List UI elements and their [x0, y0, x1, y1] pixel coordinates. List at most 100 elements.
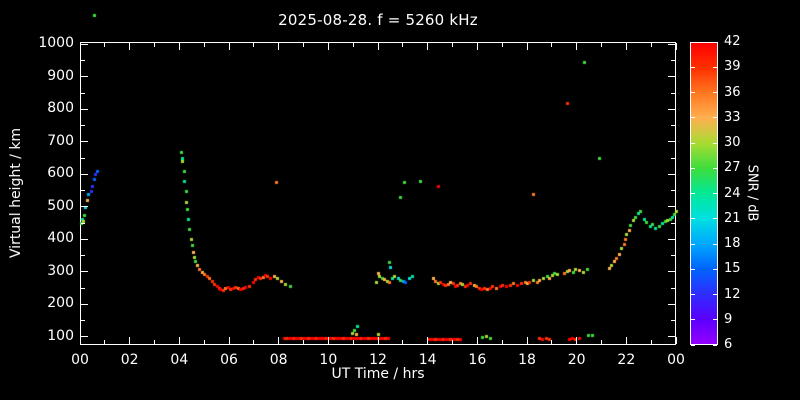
- x-tick: [476, 337, 478, 344]
- colorbar-tick: [713, 268, 717, 270]
- y-tick-label: 600: [47, 165, 74, 182]
- colorbar-tick: [691, 117, 695, 119]
- colorbar-tick: [713, 344, 717, 346]
- x-tick: [625, 337, 627, 344]
- x-minor-tick: [501, 43, 503, 47]
- x-minor-tick: [352, 340, 354, 344]
- y-tick-label: 1000: [38, 35, 74, 52]
- x-tick: [427, 43, 429, 50]
- x-tick-label: 18: [518, 352, 536, 368]
- x-tick: [675, 337, 677, 344]
- x-tick-label: 14: [418, 352, 437, 368]
- x-tick: [675, 43, 677, 50]
- y-tick: [81, 141, 88, 143]
- x-tick: [129, 337, 131, 344]
- y-minor-tick: [81, 92, 85, 94]
- colorbar-tick: [713, 218, 717, 220]
- y-tick: [81, 303, 88, 305]
- y-minor-tick: [671, 287, 675, 289]
- x-minor-tick: [402, 340, 404, 344]
- colorbar-tick-label: 12: [724, 286, 741, 302]
- colorbar-tick: [713, 117, 717, 119]
- y-minor-tick: [671, 92, 675, 94]
- x-tick-label: 04: [170, 352, 189, 368]
- y-tick: [668, 336, 675, 338]
- x-tick: [476, 43, 478, 50]
- colorbar-tick: [713, 193, 717, 194]
- y-tick: [668, 173, 675, 175]
- x-minor-tick: [154, 43, 155, 47]
- x-tick: [526, 43, 528, 50]
- x-minor-tick: [154, 340, 155, 344]
- y-tick: [81, 76, 88, 78]
- colorbar-tick: [691, 294, 695, 295]
- x-minor-tick: [501, 340, 503, 344]
- colorbar-tick: [691, 142, 695, 144]
- x-tick: [79, 337, 81, 344]
- x-minor-tick: [203, 43, 205, 47]
- x-minor-tick: [203, 340, 205, 344]
- y-tick-label: 800: [47, 100, 74, 117]
- y-minor-tick: [81, 60, 85, 62]
- y-minor-tick: [81, 125, 85, 127]
- colorbar-tick-label: 27: [724, 160, 741, 176]
- y-tick: [668, 108, 675, 110]
- x-tick-label: 08: [269, 352, 288, 368]
- y-tick: [81, 336, 88, 338]
- colorbar-tick: [691, 92, 695, 93]
- y-tick-label: 500: [47, 197, 74, 214]
- y-minor-tick: [671, 190, 675, 192]
- x-minor-tick: [104, 43, 106, 47]
- y-tick-label: 400: [47, 230, 74, 247]
- x-tick-label: 22: [617, 352, 636, 368]
- x-tick: [228, 43, 230, 50]
- x-minor-tick: [452, 340, 453, 344]
- y-minor-tick: [81, 190, 85, 192]
- x-tick: [278, 43, 280, 50]
- y-tick: [81, 108, 88, 110]
- y-minor-tick: [81, 157, 85, 159]
- x-tick-label: 06: [220, 352, 238, 368]
- x-tick: [178, 43, 180, 50]
- colorbar-tick-label: 9: [724, 311, 733, 327]
- y-tick: [668, 43, 675, 45]
- y-tick: [81, 206, 88, 208]
- colorbar-tick: [713, 41, 717, 43]
- y-minor-tick: [81, 320, 85, 322]
- colorbar-tick: [691, 268, 695, 270]
- x-tick: [129, 43, 131, 50]
- x-minor-tick: [601, 340, 602, 344]
- x-tick-label: 12: [369, 352, 387, 368]
- y-minor-tick: [671, 157, 675, 159]
- y-tick: [668, 76, 675, 78]
- x-tick-label: 10: [319, 352, 338, 368]
- x-tick: [576, 337, 578, 344]
- x-minor-tick: [253, 43, 255, 47]
- x-tick: [427, 337, 429, 344]
- colorbar-tick-label: 33: [724, 109, 741, 125]
- colorbar-label: SNR / dB: [744, 164, 760, 222]
- y-tick-label: 700: [47, 132, 74, 149]
- x-minor-tick: [601, 43, 602, 47]
- colorbar-tick: [713, 142, 717, 144]
- colorbar-tick-label: 21: [724, 210, 741, 226]
- colorbar-tick: [691, 243, 695, 245]
- colorbar-tick-label: 15: [724, 261, 741, 277]
- colorbar-tick-label: 39: [724, 59, 741, 75]
- colorbar-tick: [713, 243, 717, 245]
- colorbar-tick-label: 42: [724, 34, 741, 49]
- x-tick: [377, 43, 379, 50]
- colorbar-tick: [691, 167, 695, 169]
- x-minor-tick: [104, 340, 106, 344]
- x-tick: [228, 337, 230, 344]
- x-minor-tick: [551, 43, 553, 47]
- x-tick: [625, 43, 627, 50]
- x-minor-tick: [352, 43, 354, 47]
- y-tick: [668, 303, 675, 305]
- colorbar-tick-label: 30: [724, 135, 741, 150]
- colorbar-tick: [713, 92, 717, 93]
- x-tick-label: 02: [120, 352, 139, 368]
- x-minor-tick: [303, 340, 304, 344]
